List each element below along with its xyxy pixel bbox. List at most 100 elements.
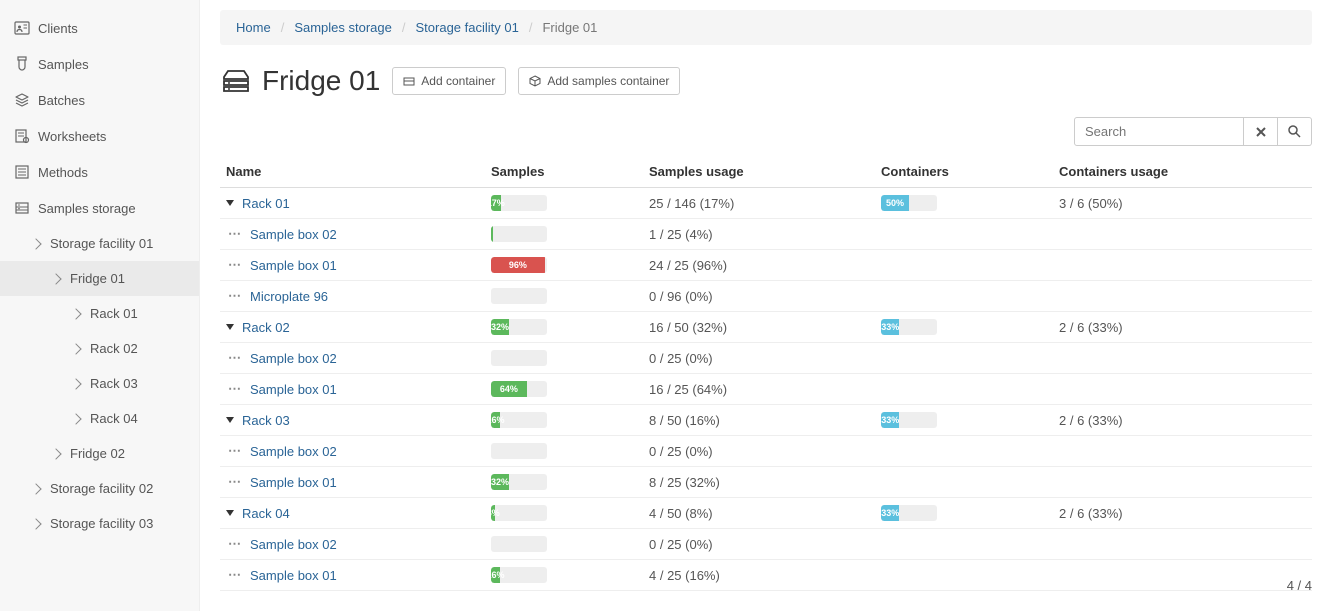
item-indicator-icon: ⋯ [228, 288, 242, 304]
chevron-right-icon [50, 273, 61, 284]
breadcrumb-separator: / [529, 20, 533, 35]
sidebar: Clients Samples Batches Worksheets Metho… [0, 0, 200, 611]
samples-usage-text: 25 / 146 (17%) [643, 188, 875, 219]
sidebar-tree-rack04[interactable]: Rack 04 [0, 401, 199, 436]
search-icon [1288, 125, 1301, 138]
containers-usage-text [1053, 281, 1312, 312]
chevron-right-icon [30, 483, 41, 494]
table-row: ⋯Sample box 020 / 25 (0%) [220, 529, 1312, 560]
containers-usage-text [1053, 374, 1312, 405]
box-icon [529, 75, 541, 87]
sidebar-item-label: Clients [38, 21, 78, 36]
col-name[interactable]: Name [220, 156, 485, 188]
samples-usage-text: 0 / 96 (0%) [643, 281, 875, 312]
clients-icon [14, 20, 30, 36]
collapse-icon[interactable] [226, 417, 234, 423]
item-link[interactable]: Sample box 02 [250, 444, 337, 459]
pagination-count: 4 / 4 [1287, 578, 1312, 593]
table-row: ⋯Sample box 0164%16 / 25 (64%) [220, 374, 1312, 405]
sidebar-tree-rack01[interactable]: Rack 01 [0, 296, 199, 331]
collapse-icon[interactable] [226, 200, 234, 206]
item-indicator-icon: ⋯ [228, 536, 242, 552]
sidebar-item-samples[interactable]: Samples [0, 46, 199, 82]
containers-usage-text [1053, 343, 1312, 374]
containers-usage-text [1053, 219, 1312, 250]
item-link[interactable]: Rack 04 [242, 506, 290, 521]
breadcrumb-facility[interactable]: Storage facility 01 [416, 20, 519, 35]
containers-usage-text: 3 / 6 (50%) [1053, 188, 1312, 219]
storage-icon [14, 200, 30, 216]
containers-usage-text [1053, 250, 1312, 281]
batches-icon [14, 92, 30, 108]
sidebar-tree-sf01[interactable]: Storage facility 01 [0, 226, 199, 261]
chevron-right-icon [70, 308, 81, 319]
add-container-button[interactable]: Add container [392, 67, 506, 95]
page-title: Fridge 01 [220, 65, 380, 97]
sidebar-item-methods[interactable]: Methods [0, 154, 199, 190]
table-row: ⋯Sample box 021 / 25 (4%) [220, 219, 1312, 250]
containers-usage-text: 2 / 6 (33%) [1053, 498, 1312, 529]
breadcrumb-current: Fridge 01 [542, 20, 597, 35]
sidebar-tree-fridge01[interactable]: Fridge 01 [0, 261, 199, 296]
sidebar-item-label: Batches [38, 93, 85, 108]
item-link[interactable]: Rack 01 [242, 196, 290, 211]
chevron-right-icon [70, 413, 81, 424]
table-row: ⋯Sample box 020 / 25 (0%) [220, 436, 1312, 467]
worksheets-icon [14, 128, 30, 144]
sidebar-tree-rack02[interactable]: Rack 02 [0, 331, 199, 366]
samples-progress: 32% [491, 474, 547, 490]
samples-progress: 32% [491, 319, 547, 335]
samples-progress [491, 536, 547, 552]
col-containers[interactable]: Containers [875, 156, 1053, 188]
item-link[interactable]: Rack 02 [242, 320, 290, 335]
collapse-icon[interactable] [226, 324, 234, 330]
samples-usage-text: 8 / 50 (16%) [643, 405, 875, 436]
item-link[interactable]: Sample box 01 [250, 568, 337, 583]
samples-progress [491, 288, 547, 304]
samples-progress: 8% [491, 505, 547, 521]
breadcrumb-separator: / [402, 20, 406, 35]
table-row: ⋯Sample box 0196%24 / 25 (96%) [220, 250, 1312, 281]
sidebar-tree-rack03[interactable]: Rack 03 [0, 366, 199, 401]
item-link[interactable]: Sample box 01 [250, 475, 337, 490]
sidebar-item-clients[interactable]: Clients [0, 10, 199, 46]
sidebar-tree-sf03[interactable]: Storage facility 03 [0, 506, 199, 541]
chevron-right-icon [50, 448, 61, 459]
sidebar-item-label: Samples storage [38, 201, 136, 216]
item-indicator-icon: ⋯ [228, 474, 242, 490]
containers-usage-text [1053, 529, 1312, 560]
containers-usage-text: 2 / 6 (33%) [1053, 405, 1312, 436]
breadcrumb-home[interactable]: Home [236, 20, 271, 35]
col-containers-usage[interactable]: Containers usage [1053, 156, 1312, 188]
containers-progress: 33% [881, 412, 937, 428]
item-link[interactable]: Microplate 96 [250, 289, 328, 304]
col-samples-usage[interactable]: Samples usage [643, 156, 875, 188]
table-row: Rack 0316%8 / 50 (16%)33%2 / 6 (33%) [220, 405, 1312, 436]
containers-usage-text [1053, 467, 1312, 498]
sidebar-tree-fridge02[interactable]: Fridge 02 [0, 436, 199, 471]
col-samples[interactable]: Samples [485, 156, 643, 188]
sidebar-item-worksheets[interactable]: Worksheets [0, 118, 199, 154]
sidebar-tree-sf02[interactable]: Storage facility 02 [0, 471, 199, 506]
search-input[interactable] [1074, 117, 1244, 146]
item-link[interactable]: Sample box 02 [250, 537, 337, 552]
search-button[interactable] [1278, 117, 1312, 146]
item-link[interactable]: Rack 03 [242, 413, 290, 428]
item-indicator-icon: ⋯ [228, 226, 242, 242]
item-link[interactable]: Sample box 02 [250, 227, 337, 242]
samples-progress [491, 350, 547, 366]
breadcrumb-storage[interactable]: Samples storage [294, 20, 392, 35]
container-icon [403, 75, 415, 87]
table-row: ⋯ Microplate 96 0 / 96 (0%) [220, 281, 1312, 312]
storage-table: Name Samples Samples usage Containers Co… [220, 156, 1312, 591]
table-row: ⋯Sample box 020 / 25 (0%) [220, 343, 1312, 374]
item-link[interactable]: Sample box 01 [250, 382, 337, 397]
collapse-icon[interactable] [226, 510, 234, 516]
item-indicator-icon: ⋯ [228, 567, 242, 583]
add-samples-container-button[interactable]: Add samples container [518, 67, 680, 95]
item-link[interactable]: Sample box 01 [250, 258, 337, 273]
sidebar-item-batches[interactable]: Batches [0, 82, 199, 118]
item-link[interactable]: Sample box 02 [250, 351, 337, 366]
sidebar-item-storage[interactable]: Samples storage [0, 190, 199, 226]
search-clear-button[interactable] [1244, 117, 1278, 146]
